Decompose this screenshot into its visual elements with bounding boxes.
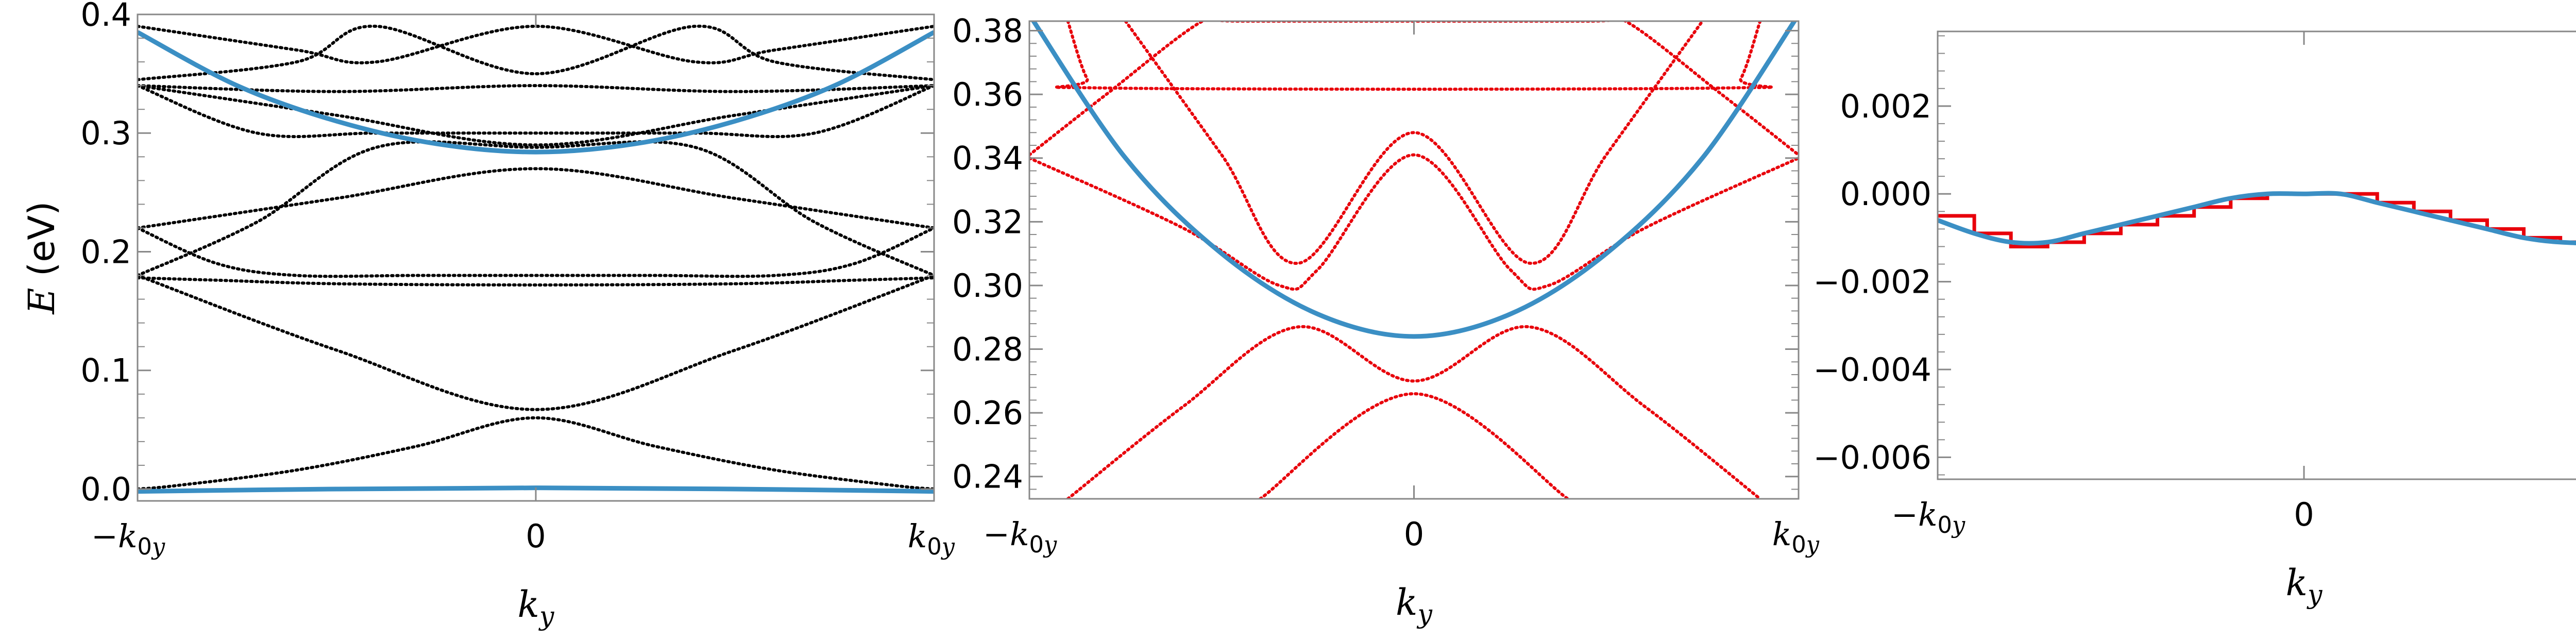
x-tick-label: −k0y	[983, 515, 1057, 558]
series-line-6	[1054, 21, 1774, 91]
panel-a: 0.0 0.1 0.2 0.3 0.4 −k0y 0 k0y ky E (eV)	[21, 0, 955, 631]
y-tick-label: 0.26	[952, 394, 1023, 432]
y-tick-label: 0.24	[952, 458, 1023, 496]
series-line-12	[138, 30, 934, 155]
series-line-4	[138, 226, 934, 278]
y-tick-label: −0.002	[1814, 263, 1931, 301]
series-line-9	[138, 84, 934, 93]
series-line-2	[138, 274, 934, 411]
y-tick-label: 0.30	[952, 267, 1023, 305]
y-tick-label: −0.004	[1814, 351, 1931, 389]
x-axis-label: ky	[1396, 581, 1432, 629]
y-tick-label: 0.32	[952, 203, 1023, 241]
series-line-4	[1124, 21, 1704, 265]
panel-b: 0.24 0.26 0.28 0.30 0.32 0.34 0.36 0.38 −k0y 0 k0y…	[952, 12, 1820, 629]
y-tick-label: 0.2	[80, 233, 131, 271]
y-tick-label: 0.38	[952, 12, 1023, 50]
series-line-1	[138, 416, 934, 491]
series-line-6	[138, 140, 934, 277]
series-line-5	[1029, 21, 1799, 157]
y-axis-label: E (eV)	[21, 201, 63, 315]
series-line-10	[138, 25, 934, 81]
x-axis-label: ky	[518, 583, 554, 631]
x-axis-label: ky	[2286, 562, 2323, 610]
y-tick-label: 0.3	[80, 114, 131, 152]
plot-frame	[1028, 20, 1800, 500]
plot-frame	[137, 13, 935, 502]
series-line-5	[138, 167, 934, 230]
x-tick-label: k0y	[908, 517, 955, 560]
y-tick-label: 0.28	[952, 331, 1023, 368]
series-line-7	[1030, 21, 1798, 339]
series-line-2	[1938, 191, 2576, 246]
y-tick-label: 0.000	[1840, 175, 1932, 213]
series-line-2	[1258, 392, 1570, 499]
x-tick-label: 0	[526, 517, 546, 555]
x-tick-label: 0	[1404, 515, 1424, 553]
series-line-3	[1029, 153, 1799, 291]
y-tick-label: 0.36	[952, 76, 1023, 113]
series-line-7	[138, 84, 934, 139]
series-line-1	[1066, 325, 1762, 499]
series-group	[1029, 21, 1799, 499]
y-tick-label: 0.34	[952, 140, 1023, 177]
series-line-11	[138, 25, 934, 64]
y-tick-label: 0.002	[1840, 88, 1932, 125]
x-tick-label: 0	[2294, 496, 2314, 533]
y-tick-label: 0.1	[80, 352, 131, 390]
series-line-3	[138, 276, 934, 287]
x-tick-label: −k0y	[91, 517, 165, 560]
series-line-1	[1938, 192, 2576, 248]
y-tick-label: 0.0	[80, 470, 131, 508]
y-tick-label: 0.4	[80, 0, 131, 33]
series-line-8	[138, 84, 934, 147]
series-group	[138, 25, 934, 494]
plot-frame	[1937, 30, 2576, 480]
x-tick-label: −k0y	[1891, 496, 1965, 539]
x-tick-label: k0y	[1772, 515, 1820, 558]
series-group	[1938, 191, 2576, 248]
y-tick-label: −0.006	[1814, 439, 1931, 476]
